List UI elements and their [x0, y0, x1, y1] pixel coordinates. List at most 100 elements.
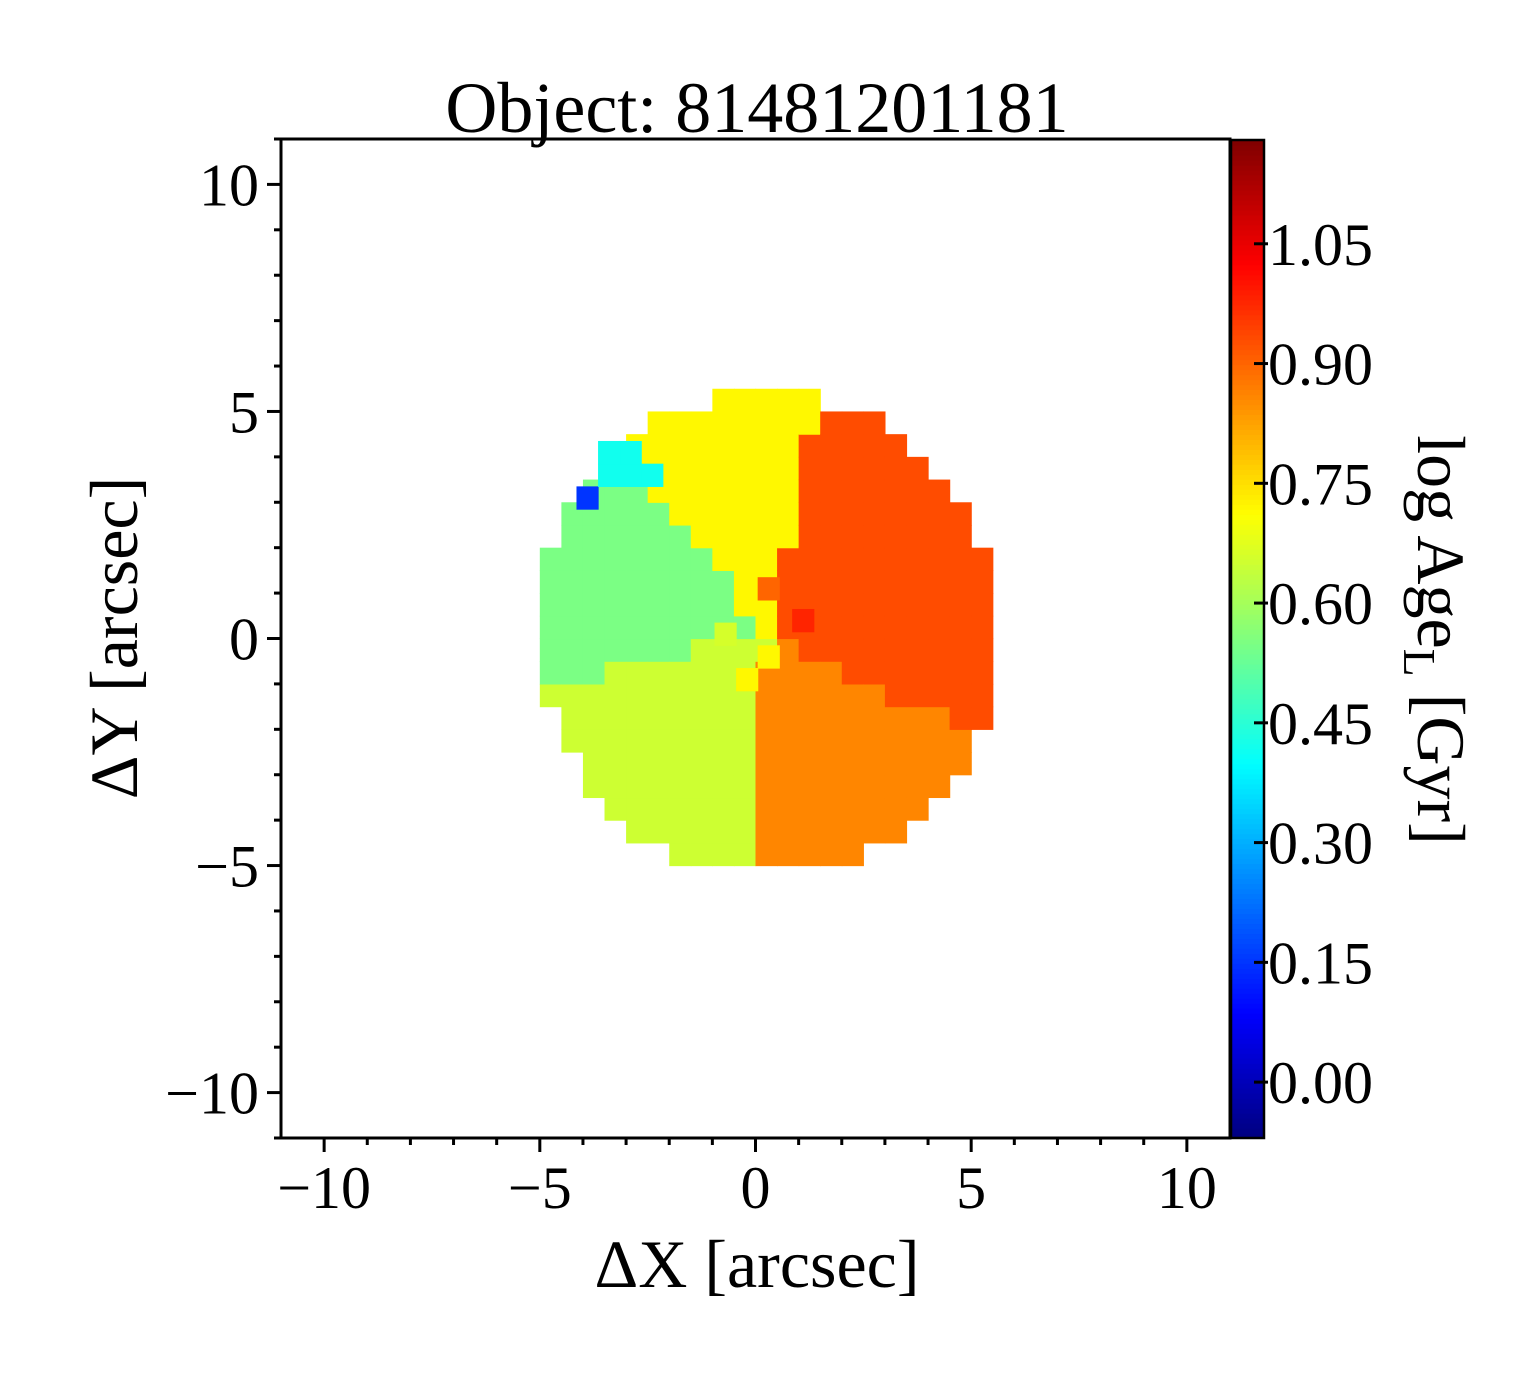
map-pixel	[820, 661, 843, 685]
colorbar-segment	[1231, 713, 1264, 720]
map-pixel	[971, 706, 994, 730]
map-pixel	[604, 593, 627, 617]
colorbar-segment	[1231, 943, 1264, 949]
map-pixel	[884, 547, 908, 571]
colorbar-segment	[1231, 519, 1264, 525]
colorbar-segment	[1231, 1133, 1264, 1139]
colorbar-segment	[1231, 843, 1264, 850]
map-pixel	[712, 752, 735, 776]
map-pixel	[820, 706, 843, 730]
map-pixel	[712, 774, 735, 799]
y-tick-label: 10	[199, 152, 259, 218]
colorbar-segment	[1231, 514, 1264, 520]
colorbar-segment	[1231, 404, 1264, 411]
colorbar-segment	[1231, 154, 1264, 161]
map-pixel	[712, 388, 735, 413]
colorbar-segment	[1231, 1033, 1264, 1039]
map-pixel	[669, 456, 692, 481]
map-pixel	[647, 411, 670, 435]
map-pixel	[604, 683, 627, 708]
colorbar-segment	[1231, 414, 1264, 421]
colorbar-segment	[1231, 738, 1264, 745]
map-pixel	[669, 842, 692, 867]
map-pixel	[604, 524, 627, 549]
colorbar-segment	[1231, 908, 1264, 915]
map-pixel	[539, 661, 562, 685]
map-pixel	[820, 774, 843, 799]
map-pixel	[841, 593, 864, 617]
map-pixel	[841, 683, 864, 708]
map-pixel	[669, 752, 692, 776]
colorbar-segment	[1231, 364, 1264, 371]
colorbar-segment	[1231, 354, 1264, 361]
map-pixel	[712, 661, 735, 685]
map-pixel	[733, 502, 757, 526]
map-pixel	[604, 570, 627, 594]
colorbar-segment	[1231, 698, 1264, 705]
colorbar-segment	[1231, 249, 1264, 256]
map-pixel	[971, 638, 994, 662]
map-pixel	[626, 593, 649, 617]
colorbar-segment	[1231, 1048, 1264, 1054]
map-pixel	[755, 774, 778, 799]
map-pixel	[733, 570, 757, 594]
colorbar-segment	[1231, 209, 1264, 216]
map-pixel	[820, 411, 843, 435]
map-pixel	[884, 524, 908, 549]
map-pixel	[604, 774, 627, 799]
map-pixel	[884, 434, 908, 458]
colorbar-segment	[1231, 1098, 1264, 1104]
map-pixel	[884, 479, 908, 503]
map-pixel	[884, 456, 908, 481]
colorbar-segment	[1231, 803, 1264, 810]
colorbar-segment	[1231, 399, 1264, 406]
map-pixel	[712, 502, 735, 526]
colorbar-segment	[1231, 229, 1264, 236]
map-pixel	[949, 752, 972, 776]
map-pixel	[884, 752, 908, 776]
map-pixel	[690, 706, 713, 730]
map-pixel	[647, 502, 670, 526]
map-pixel	[690, 524, 713, 549]
map-pixel	[733, 638, 757, 662]
map-pixel	[712, 593, 735, 617]
map-pixel	[690, 434, 713, 458]
colorbar-segment	[1231, 933, 1264, 939]
map-pixel	[863, 479, 886, 503]
colorbar-segment	[1231, 594, 1264, 600]
map-pixel	[647, 752, 670, 776]
map-pixel	[798, 547, 821, 571]
map-pixel	[647, 615, 670, 640]
map-pixel	[949, 570, 972, 594]
map-pixel	[626, 706, 649, 730]
map-pixel	[841, 774, 864, 799]
colorbar-segment	[1231, 244, 1264, 251]
map-pixel	[777, 547, 800, 571]
colorbar-segment	[1231, 379, 1264, 386]
map-pixel	[733, 842, 757, 867]
map-pixel	[798, 729, 821, 753]
map-pixel	[755, 615, 778, 640]
map-pixel	[582, 593, 606, 617]
colorbar-segment	[1231, 234, 1264, 241]
map-pixel	[647, 797, 670, 821]
map-pixel-special	[736, 668, 759, 692]
map-pixel	[928, 683, 951, 708]
map-pixel	[755, 820, 778, 844]
map-pixel	[884, 683, 908, 708]
colorbar-segment	[1231, 159, 1264, 166]
map-pixel	[777, 411, 800, 435]
map-pixel	[647, 638, 670, 662]
colorbar-segment	[1231, 898, 1264, 905]
map-pixel	[733, 729, 757, 753]
colorbar-segment	[1231, 663, 1264, 670]
x-tick-label: −10	[277, 1155, 371, 1221]
colorbar-label-unit: [Gyr]	[1403, 677, 1479, 845]
map-pixel	[733, 388, 757, 413]
map-pixel	[820, 456, 843, 481]
map-pixel-special	[641, 463, 664, 487]
map-pixel	[561, 683, 584, 708]
colorbar-segment	[1231, 778, 1264, 785]
map-pixel	[669, 774, 692, 799]
map-pixel	[604, 502, 627, 526]
